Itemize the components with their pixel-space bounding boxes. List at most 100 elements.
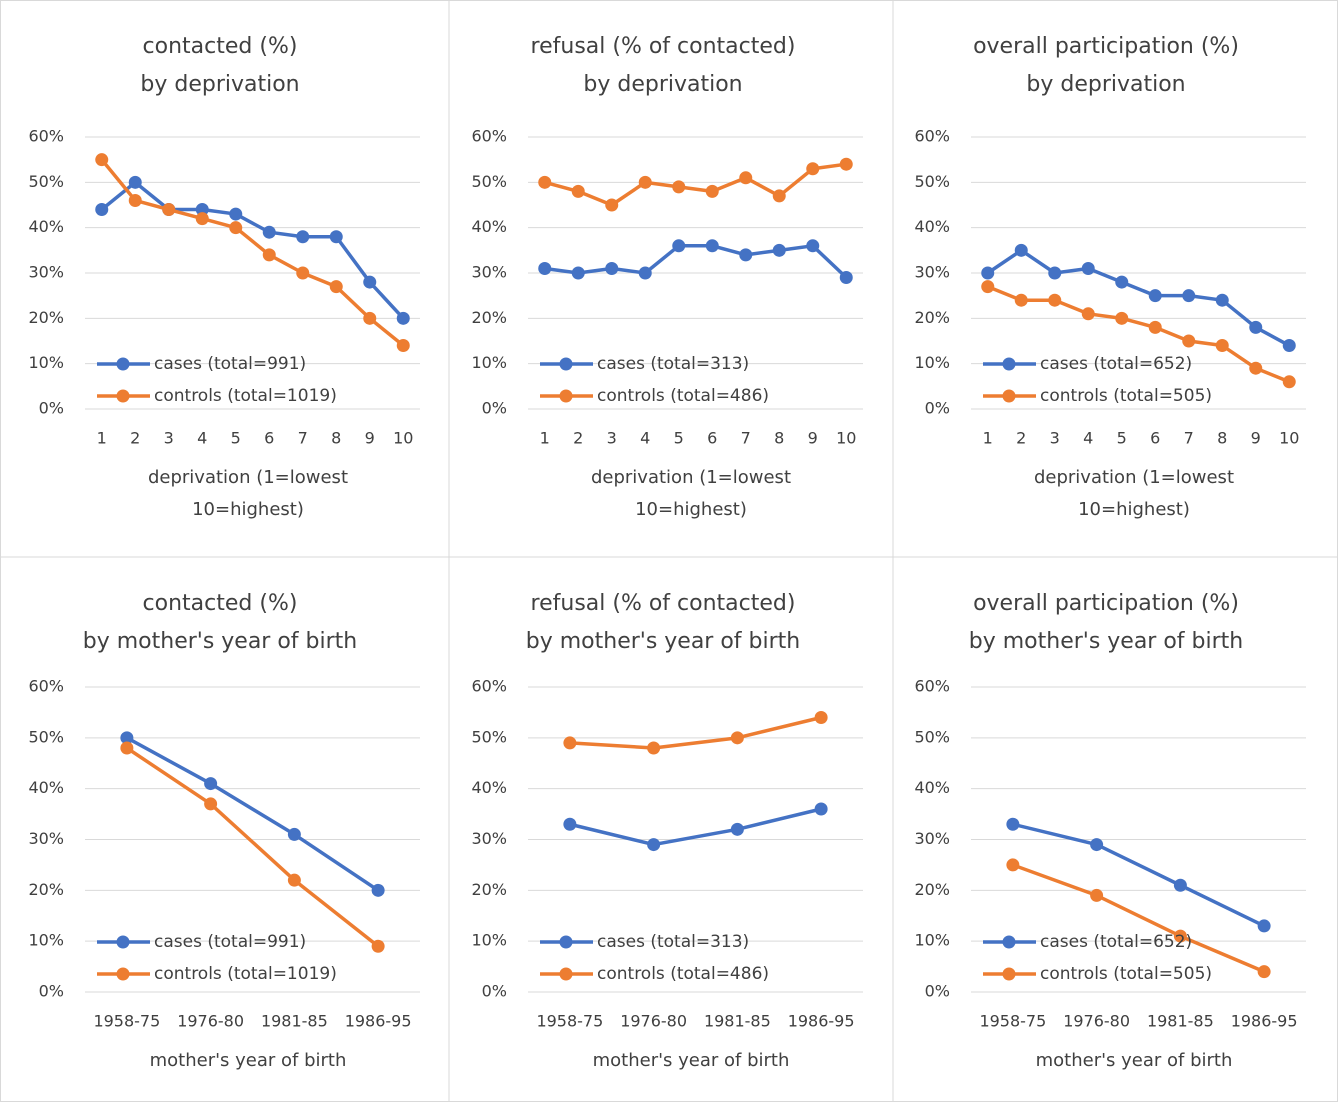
x-axis-label: deprivation (1=lowest [148, 467, 348, 488]
data-point [814, 711, 828, 724]
data-point [1006, 858, 1020, 872]
data-point [638, 266, 652, 280]
chart-title: refusal (% of contacted) [531, 591, 796, 616]
chart-title: contacted (%) [143, 591, 298, 616]
series-line [126, 736, 380, 892]
y-tick-label: 50% [471, 172, 507, 191]
data-point [806, 162, 820, 176]
data-point [195, 203, 209, 217]
series-line [125, 746, 380, 948]
y-tick-label: 50% [471, 727, 507, 746]
y-tick-label: 10% [28, 931, 64, 950]
y-tick-label: 0% [482, 399, 507, 418]
y-tick-label: 0% [925, 982, 950, 1001]
x-tick-label: 8 [1217, 429, 1227, 448]
y-tick-label: 10% [914, 931, 950, 950]
data-point [605, 261, 619, 275]
data-point [563, 736, 577, 750]
data-point [287, 827, 301, 841]
data-point [563, 817, 577, 831]
y-tick-label: 50% [28, 172, 64, 191]
data-point [204, 777, 218, 791]
data-point [1048, 293, 1062, 307]
y-tick-label: 20% [28, 880, 64, 899]
data-point [1014, 243, 1028, 257]
series-line [100, 180, 405, 320]
x-tick-label: 1 [983, 429, 993, 448]
data-point [329, 280, 343, 294]
x-axis-label: mother's year of birth [593, 1050, 790, 1071]
y-tick-label: 30% [28, 829, 64, 848]
data-point [730, 731, 744, 745]
x-tick-label: 10 [836, 429, 856, 448]
y-tick-label: 0% [925, 399, 950, 418]
x-tick-label: 7 [741, 429, 751, 448]
x-tick-label: 1 [97, 429, 107, 448]
y-tick-label: 40% [28, 217, 64, 236]
x-tick-label: 2 [573, 429, 583, 448]
data-point [329, 230, 343, 244]
x-tick-label: 1986-95 [788, 1012, 855, 1031]
x-tick-label: 1981-85 [261, 1012, 328, 1031]
data-point [120, 731, 134, 745]
data-point [229, 221, 243, 235]
data-point [1006, 817, 1020, 831]
y-tick-label: 60% [914, 677, 950, 696]
legend-label: cases (total=652) [1040, 354, 1192, 374]
legend-label: cases (total=313) [597, 354, 749, 374]
data-point [1048, 266, 1062, 280]
y-tick-label: 0% [482, 982, 507, 1001]
y-tick-label: 50% [914, 172, 950, 191]
y-tick-label: 20% [471, 308, 507, 327]
data-point [204, 797, 218, 811]
data-point [772, 243, 786, 257]
data-point [538, 261, 552, 275]
y-tick-label: 60% [28, 677, 64, 696]
x-axis-label: 10=highest) [635, 499, 747, 520]
legend-label: controls (total=1019) [154, 386, 337, 406]
chart: contacted (%) by deprivation 0% 10% 20% 30% 40… [28, 34, 420, 520]
data-point [363, 275, 377, 289]
x-tick-label: 8 [774, 429, 784, 448]
x-tick-label: 7 [298, 429, 308, 448]
x-tick-label: 8 [331, 429, 341, 448]
x-tick-label: 1986-95 [1231, 1012, 1298, 1031]
x-tick-label: 1976-80 [177, 1012, 244, 1031]
legend-label: cases (total=991) [154, 932, 306, 952]
y-tick-label: 20% [471, 880, 507, 899]
data-point [95, 203, 109, 217]
y-tick-label: 40% [471, 778, 507, 797]
data-point [287, 873, 301, 887]
data-point [772, 189, 786, 203]
x-tick-label: 9 [1251, 429, 1261, 448]
legend-marker [116, 967, 130, 981]
data-point [1014, 293, 1028, 307]
legend-marker [1002, 357, 1016, 371]
legend-label: controls (total=486) [597, 386, 769, 406]
data-point [1249, 320, 1263, 334]
x-tick-label: 6 [264, 429, 274, 448]
data-point [371, 939, 385, 953]
data-point [1081, 307, 1095, 321]
y-tick-label: 40% [471, 217, 507, 236]
x-tick-label: 5 [1117, 429, 1127, 448]
data-point [229, 207, 243, 221]
chart-title: by deprivation [140, 72, 299, 97]
y-tick-label: 60% [28, 127, 64, 146]
data-point [1115, 311, 1129, 325]
legend-marker [559, 935, 573, 949]
data-point [1148, 289, 1162, 303]
x-tick-label: 1981-85 [704, 1012, 771, 1031]
legend-label: controls (total=505) [1040, 964, 1212, 984]
series-line [987, 284, 1290, 384]
series-line [544, 162, 847, 207]
y-tick-label: 10% [471, 353, 507, 372]
chart-title: refusal (% of contacted) [531, 34, 796, 59]
data-point [1215, 339, 1229, 353]
y-tick-label: 10% [28, 353, 64, 372]
data-point [981, 280, 995, 294]
y-tick-label: 50% [28, 727, 64, 746]
y-tick-label: 30% [471, 829, 507, 848]
